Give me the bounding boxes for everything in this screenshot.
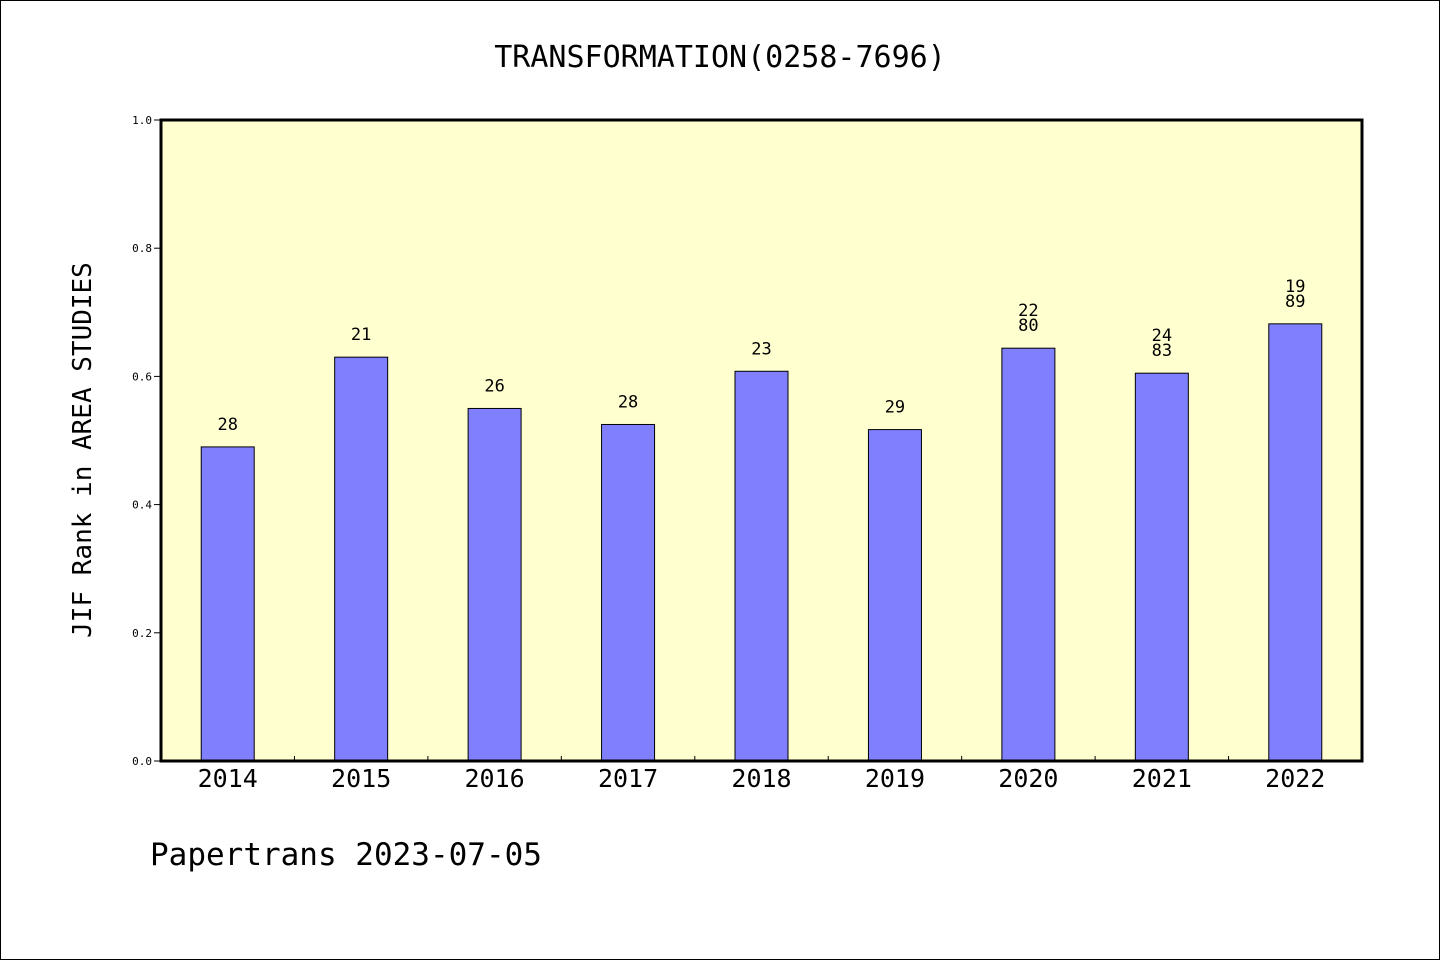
y-tick-label: 0.2 (132, 627, 152, 640)
x-tick-label: 2019 (865, 764, 925, 793)
y-tick-label: 0.8 (132, 242, 152, 255)
bar-2021 (1134, 372, 1189, 762)
y-tick-label: 0.0 (132, 755, 152, 768)
data-label: 80 (1018, 316, 1038, 336)
y-tick-label: 0.4 (132, 499, 152, 512)
x-tick-label: 2017 (598, 764, 658, 793)
plot-frame (159, 118, 1364, 763)
y-tick-label: 1.0 (132, 114, 152, 127)
data-label: 29 (885, 398, 905, 418)
y-tick-label: 0.6 (132, 370, 152, 383)
footer-text: Papertrans 2023-07-05 (150, 837, 542, 873)
bar-2015 (334, 356, 389, 762)
data-label: 26 (484, 376, 504, 396)
x-tick-label: 2021 (1132, 764, 1192, 793)
bar-2018 (734, 370, 789, 762)
data-label: 19 (1285, 277, 1305, 297)
bar-2022 (1268, 323, 1323, 762)
y-axis: 0.0 0.2 0.4 0.6 0.8 1.0 (132, 114, 161, 768)
bar-2020 (1001, 347, 1056, 762)
bar-2019 (867, 429, 922, 762)
bar-2017 (601, 423, 656, 762)
bar-2014 (200, 446, 255, 762)
data-label: 21 (351, 325, 371, 345)
bars-group (200, 323, 1323, 762)
data-label: 89 (1285, 292, 1305, 312)
data-label: 22 (1018, 301, 1038, 321)
x-axis: 2014 2015 2016 2017 2018 2019 2020 2021 2022 (198, 756, 1325, 793)
data-label: 83 (1152, 341, 1172, 361)
data-label: 28 (618, 392, 638, 412)
x-tick-label: 2018 (731, 764, 791, 793)
data-label: 23 (751, 339, 771, 359)
x-tick-label: 2020 (998, 764, 1058, 793)
data-label: 24 (1152, 326, 1172, 346)
y-axis-label: JIF Rank in AREA STUDIES (68, 262, 98, 638)
chart-title: TRANSFORMATION(0258-7696) (494, 40, 946, 75)
x-tick-label: 2022 (1265, 764, 1325, 793)
x-tick-label: 2014 (198, 764, 258, 793)
x-tick-label: 2015 (331, 764, 391, 793)
data-label: 28 (217, 415, 237, 435)
x-tick-label: 2016 (465, 764, 525, 793)
bar-2016 (467, 407, 522, 762)
